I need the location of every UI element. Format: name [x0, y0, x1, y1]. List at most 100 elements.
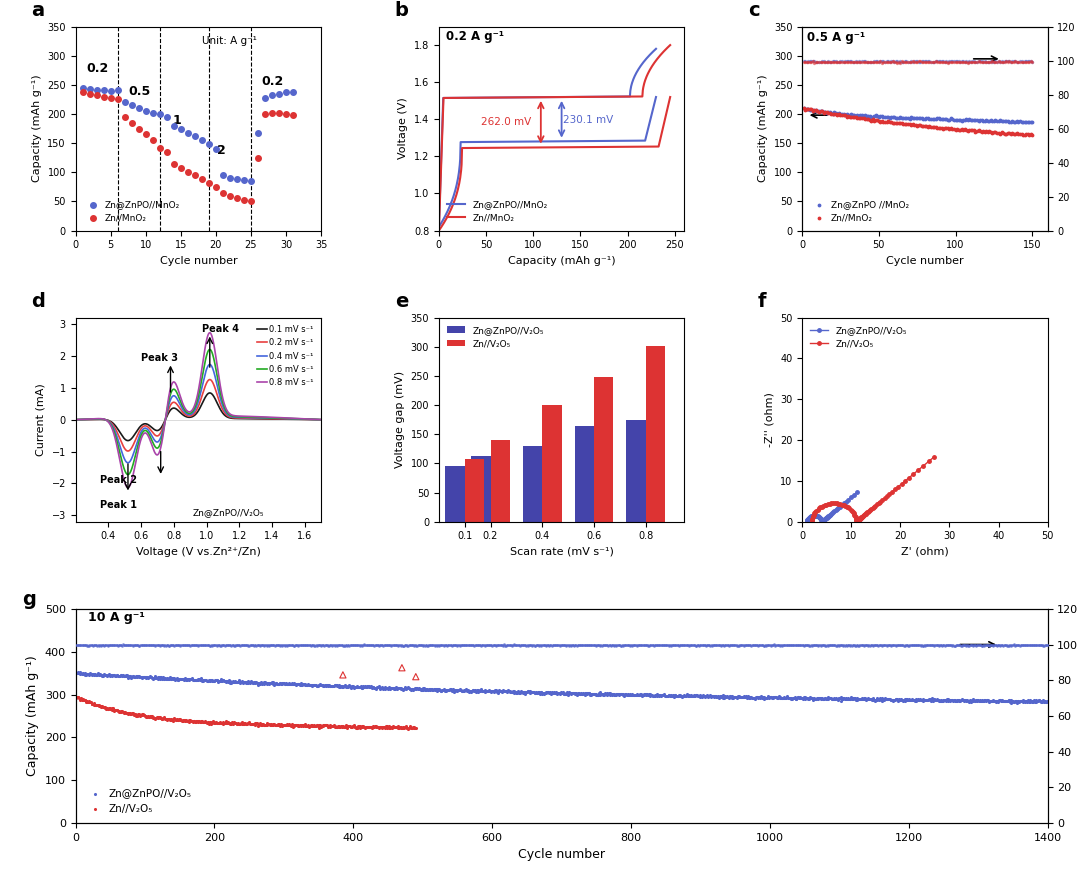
Point	[342, 638, 360, 652]
Zn@ZnPO//V₂O₅	[315, 679, 333, 693]
Zn@ZnPO //MnO₂	[897, 112, 915, 126]
Zn@ZnPO//V₂O₅	[299, 677, 316, 691]
Point	[977, 638, 995, 652]
Zn@ZnPO//V₂O₅	[851, 487, 864, 497]
Point	[963, 638, 981, 652]
Zn@ZnPO //MnO₂	[1021, 115, 1038, 129]
Zn@ZnPO//V₂O₅	[133, 670, 150, 684]
Point	[286, 638, 303, 652]
Zn@ZnPO //MnO₂	[805, 104, 822, 118]
Zn@ZnPO//V₂O₅	[499, 684, 516, 698]
Point	[485, 638, 502, 652]
Point	[982, 638, 999, 652]
Zn@ZnPO//V₂O₅	[476, 683, 494, 697]
Point	[498, 638, 515, 652]
Point	[961, 638, 978, 652]
Zn@ZnPO//V₂O₅	[433, 683, 450, 697]
Zn//V₂O₅	[354, 719, 372, 733]
0.2 mV s⁻¹	[121, 446, 134, 457]
Point	[993, 54, 1010, 68]
Point	[991, 638, 1009, 652]
Zn@ZnPO//V₂O₅	[377, 681, 394, 695]
Zn//V₂O₅	[336, 720, 353, 734]
Point	[903, 54, 920, 68]
Zn@ZnPO//V₂O₅	[957, 693, 974, 707]
Zn//V₂O₅	[315, 719, 333, 733]
Zn@ZnPO//V₂O₅	[610, 689, 627, 703]
Zn//MnO₂	[1009, 127, 1026, 141]
Point	[467, 638, 484, 652]
Point	[1022, 54, 1039, 68]
Point	[455, 638, 472, 652]
Zn@ZnPO//V₂O₅	[239, 675, 256, 689]
Point	[785, 638, 802, 652]
Zn@ZnPO//V₂O₅	[281, 677, 298, 691]
Point	[154, 638, 172, 652]
Zn@ZnPO//V₂O₅	[994, 693, 1011, 707]
Point	[739, 638, 756, 652]
Point	[690, 638, 707, 652]
Zn@ZnPO//V₂O₅	[201, 673, 218, 688]
Zn@ZnPO//V₂O₅	[343, 680, 361, 694]
Point	[509, 638, 526, 652]
Zn@ZnPO//V₂O₅	[453, 683, 470, 697]
Zn@ZnPO//V₂O₅	[930, 694, 947, 708]
Zn@ZnPO//V₂O₅	[348, 680, 365, 694]
Zn//V₂O₅	[70, 690, 87, 704]
Zn@ZnPO//V₂O₅	[923, 691, 941, 705]
Point	[980, 638, 997, 652]
Zn@ZnPO//V₂O₅	[373, 681, 390, 695]
Zn@ZnPO//V₂O₅	[706, 689, 724, 703]
Point	[802, 638, 820, 652]
Zn//MnO₂	[930, 120, 947, 135]
Point	[653, 637, 671, 651]
Zn@ZnPO//V₂O₅	[912, 693, 929, 707]
Point	[914, 639, 931, 653]
Point	[841, 55, 859, 69]
Point	[311, 638, 328, 652]
Point	[413, 638, 430, 652]
Point	[409, 638, 427, 652]
Point	[930, 54, 947, 68]
Zn@ZnPO//V₂O₅	[280, 676, 297, 690]
Zn@ZnPO//V₂O₅	[953, 693, 970, 707]
Zn@ZnPO//V₂O₅	[926, 692, 943, 706]
Zn@ZnPO//V₂O₅	[859, 692, 876, 706]
Point	[947, 638, 964, 652]
Point	[933, 54, 950, 68]
Point	[515, 638, 532, 652]
Point	[266, 639, 283, 653]
Zn@ZnPO//V₂O₅	[686, 689, 703, 703]
Point	[990, 54, 1008, 68]
Point	[187, 638, 204, 652]
Point	[465, 638, 483, 652]
Zn//MnO₂	[849, 112, 866, 126]
Point	[410, 638, 428, 652]
Zn@ZnPO//V₂O₅	[646, 689, 663, 703]
Zn//V₂O₅	[386, 720, 403, 734]
Zn@ZnPO //MnO₂	[845, 108, 862, 122]
Point	[96, 638, 113, 652]
Zn@ZnPO//V₂O₅	[1034, 695, 1051, 709]
0.8 mV s⁻¹	[262, 412, 275, 422]
Zn@ZnPO//V₂O₅	[700, 689, 717, 704]
Point	[801, 54, 819, 68]
Point	[608, 638, 625, 652]
Zn//V₂O₅	[286, 719, 303, 733]
Zn//V₂O₅	[349, 720, 366, 735]
Point	[1008, 638, 1025, 652]
Zn@ZnPO//V₂O₅	[246, 676, 264, 690]
0.2 mV s⁻¹	[308, 414, 321, 425]
Point	[847, 638, 864, 652]
Zn@ZnPO//V₂O₅	[958, 693, 975, 707]
Point	[239, 638, 256, 652]
Point	[647, 637, 664, 651]
Point	[585, 638, 603, 652]
Zn@ZnPO//V₂O₅	[855, 692, 873, 706]
Zn@ZnPO //MnO₂	[972, 113, 989, 127]
Point	[255, 638, 272, 652]
Point	[700, 637, 717, 651]
Point	[1017, 54, 1035, 68]
Zn//V₂O₅	[283, 718, 300, 732]
Zn@ZnPO//V₂O₅	[537, 686, 554, 700]
